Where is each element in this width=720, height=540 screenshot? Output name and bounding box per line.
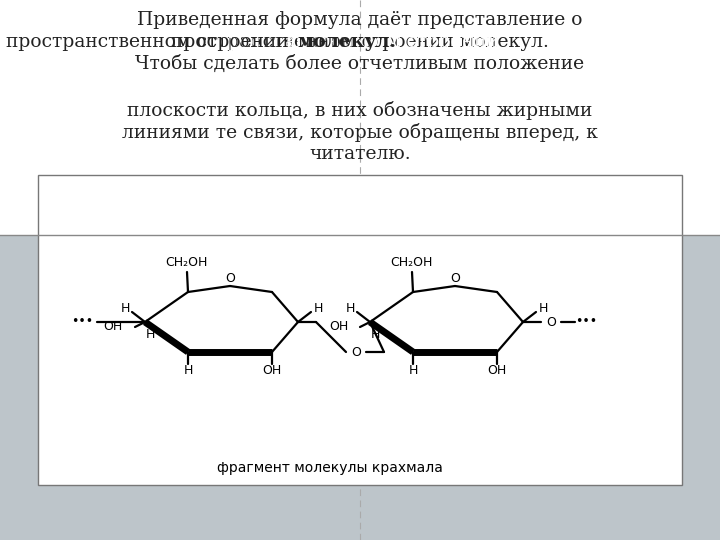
Text: OH: OH — [104, 320, 123, 333]
Text: OH: OH — [262, 363, 282, 376]
Text: читателю.: читателю. — [309, 145, 411, 163]
Text: H: H — [184, 363, 193, 376]
Text: Приведенная формула даёт представление о: Приведенная формула даёт представление о — [138, 11, 582, 29]
Text: O: O — [225, 272, 235, 285]
Text: O: O — [450, 272, 460, 285]
Text: O: O — [546, 315, 556, 328]
Bar — [38, 175, 682, 485]
Text: пространственном строении молекул.: пространственном строении молекул. — [171, 33, 549, 51]
Text: молекул.: молекул. — [297, 33, 396, 51]
Text: пространственном строении: пространственном строении — [215, 33, 505, 51]
Text: линиями те связи, которые обращены вперед, к: линиями те связи, которые обращены впере… — [122, 123, 598, 141]
Bar — [0, 235, 720, 540]
Text: H: H — [120, 301, 130, 314]
Text: OH: OH — [487, 363, 507, 376]
Text: H: H — [370, 327, 379, 341]
Text: H: H — [313, 301, 323, 314]
Text: фрагмент молекулы крахмала: фрагмент молекулы крахмала — [217, 461, 443, 475]
Text: пространственном строении: пространственном строении — [6, 33, 295, 51]
Text: плоскости кольца, в них обозначены жирными: плоскости кольца, в них обозначены жирны… — [127, 100, 593, 119]
Text: H: H — [145, 327, 155, 341]
Text: CH₂OH: CH₂OH — [165, 255, 207, 268]
Bar — [0, 0, 720, 235]
Text: H: H — [346, 301, 355, 314]
Text: OH: OH — [329, 320, 348, 333]
Text: O: O — [351, 346, 361, 359]
Text: H: H — [539, 301, 548, 314]
Text: •••: ••• — [575, 315, 597, 328]
Text: CH₂OH: CH₂OH — [390, 255, 432, 268]
Text: •••: ••• — [71, 315, 93, 328]
Text: H: H — [408, 363, 418, 376]
Text: Чтобы сделать более отчетливым положение: Чтобы сделать более отчетливым положение — [135, 55, 585, 73]
